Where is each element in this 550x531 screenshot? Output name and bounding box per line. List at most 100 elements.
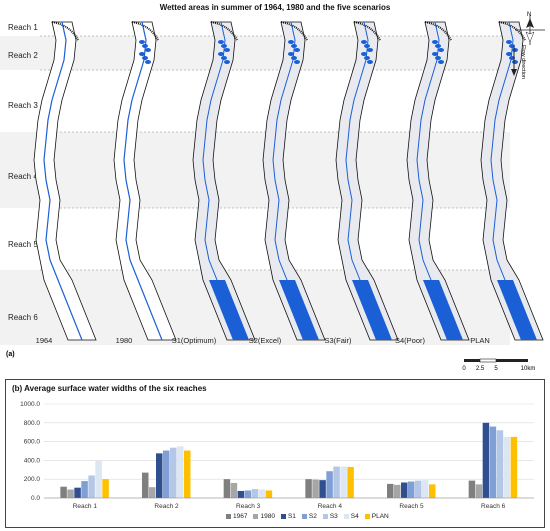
wetted-patch xyxy=(435,44,441,48)
river-outline xyxy=(192,21,256,341)
wetted-patch xyxy=(221,44,227,48)
bar-S3-Reach-5 xyxy=(415,480,422,498)
wetted-patch xyxy=(145,48,151,52)
legend-label: S1 xyxy=(287,513,296,520)
wetted-patch xyxy=(435,56,441,60)
legend-swatch xyxy=(253,513,259,519)
map-4 xyxy=(262,21,326,341)
chart-panel: (b) Average surface water widths of the … xyxy=(5,379,545,528)
bar-S3-Reach-2 xyxy=(170,447,177,498)
reach6-water xyxy=(352,280,392,340)
reach-label-2: Reach 2 xyxy=(8,51,38,60)
scale-label-1: 2.5 xyxy=(476,366,485,372)
bar-S4-Reach-2 xyxy=(177,446,184,498)
hatched-bank xyxy=(131,21,159,41)
bar-1980-Reach-2 xyxy=(149,487,156,498)
hatched-bank xyxy=(424,21,452,41)
chart-legend: 1967 1980 S1 S2 S3 S4 PLAN xyxy=(226,513,395,520)
legend-swatch xyxy=(226,513,231,519)
water-channel xyxy=(123,21,163,341)
wetted-patch xyxy=(506,52,512,56)
river-outline xyxy=(480,21,544,341)
wetted-patch xyxy=(218,40,224,44)
map-label-2: 1980 xyxy=(115,336,133,345)
reach-label-1: Reach 1 xyxy=(8,23,38,32)
y-tick-label: 1000.0 xyxy=(20,401,40,408)
bar-S1-Reach-4 xyxy=(319,480,326,498)
reach-label-4: Reach 4 xyxy=(8,172,38,181)
wetted-patch xyxy=(294,60,300,64)
map-7 xyxy=(480,21,544,341)
wetted-patch xyxy=(145,60,151,64)
map-2 xyxy=(113,21,177,341)
compass-label: N xyxy=(527,12,532,18)
hatched-bank xyxy=(498,21,526,41)
legend-label: PLAN xyxy=(371,513,389,520)
bar-S3-Reach-4 xyxy=(333,466,340,498)
reach-label-6: Reach 6 xyxy=(8,313,38,322)
wetted-patch xyxy=(288,40,294,44)
legend-item-1980: 1980 xyxy=(253,513,275,520)
wetted-patch xyxy=(218,52,224,56)
bar-1980-Reach-5 xyxy=(394,484,401,498)
bar-PLAN-Reach-2 xyxy=(184,450,191,498)
map-label-7: PLAN xyxy=(470,336,490,345)
y-tick-label: 0.0 xyxy=(31,495,40,502)
legend-item-S4: S4 xyxy=(343,513,359,520)
bar-1967-Reach-3 xyxy=(223,479,231,498)
legend-label: 1980 xyxy=(260,513,275,520)
wetted-patch xyxy=(221,56,227,60)
bar-1980-Reach-4 xyxy=(312,479,319,498)
bar-PLAN-Reach-3 xyxy=(265,490,273,498)
bar-S3-Reach-3 xyxy=(251,489,259,498)
wetted-patch xyxy=(432,40,438,44)
bar-1967-Reach-5 xyxy=(387,483,394,498)
wetted-patch xyxy=(364,44,370,48)
bar-chart: 0.0 200.0 400.0 600.0 800.0 1000.0 Reach 1 Reac… xyxy=(20,401,534,510)
x-tick-label: Reach 5 xyxy=(399,503,424,510)
bar-1967-Reach-1 xyxy=(60,486,67,498)
map-label-6: S4(Poor) xyxy=(394,336,425,345)
bar-S4-Reach-6 xyxy=(503,436,511,498)
map-5 xyxy=(335,21,399,341)
wetted-patch xyxy=(288,52,294,56)
wetted-patch xyxy=(291,44,297,48)
bar-S2-Reach-6 xyxy=(489,426,497,498)
legend-item-PLAN: PLAN xyxy=(364,513,389,520)
legend-swatch xyxy=(280,513,286,519)
legend-label: S3 xyxy=(329,513,338,520)
y-tick-label: 200.0 xyxy=(24,476,41,483)
wetted-patch xyxy=(438,60,444,64)
x-tick-label: Reach 3 xyxy=(236,503,261,510)
reach6-water xyxy=(423,280,463,340)
x-tick-label: Reach 4 xyxy=(318,503,343,510)
map-label-1: 1964 xyxy=(35,336,53,345)
legend-label: 1967 xyxy=(233,513,248,520)
legend-swatch xyxy=(364,513,370,519)
wetted-patch xyxy=(139,52,145,56)
legend-item-1967: 1967 xyxy=(226,513,247,520)
flow-direction-label: Flow direction xyxy=(520,45,526,79)
reach-label-3: Reach 3 xyxy=(8,101,38,110)
bar-S2-Reach-4 xyxy=(326,471,333,498)
reach6-water xyxy=(497,280,537,340)
bar-S3-Reach-1 xyxy=(88,475,95,498)
legend-swatch xyxy=(322,513,328,519)
legend-item-S2: S2 xyxy=(301,513,317,520)
bar-PLAN-Reach-4 xyxy=(347,466,354,498)
scale-bar: 0 2.5 5 10km xyxy=(462,358,536,372)
bar-1967-Reach-6 xyxy=(468,480,476,498)
bar-S2-Reach-2 xyxy=(163,450,170,498)
bar-PLAN-Reach-6 xyxy=(510,436,518,498)
bar-S2-Reach-1 xyxy=(81,481,88,498)
map-1 xyxy=(33,21,97,341)
legend-swatch xyxy=(301,513,307,519)
reach6-water xyxy=(209,280,249,340)
compass-icon xyxy=(515,15,545,45)
scale-label-3: 10km xyxy=(521,366,536,372)
figure-title: Wetted areas in summer of 1964, 1980 and… xyxy=(159,3,391,12)
bar-1967-Reach-2 xyxy=(142,472,149,498)
x-tick-label: Reach 2 xyxy=(154,503,179,510)
bar-S4-Reach-1 xyxy=(95,460,102,498)
wetted-patch xyxy=(139,40,145,44)
